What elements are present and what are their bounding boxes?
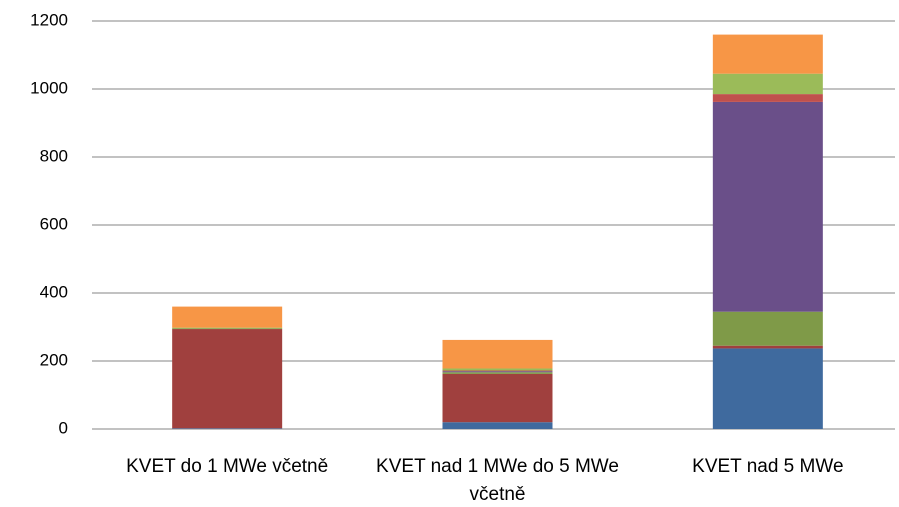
y-tick-label: 1200	[30, 10, 68, 29]
bar-segment	[442, 371, 553, 373]
bar-segment	[442, 373, 553, 423]
bar-segment	[442, 339, 553, 369]
bar-segment	[442, 370, 553, 372]
bar-segment	[172, 428, 283, 429]
bar-segment	[442, 372, 553, 374]
y-tick-label: 0	[59, 418, 68, 437]
bar-segment	[442, 368, 553, 371]
y-tick-label: 400	[40, 282, 68, 301]
y-tick-label: 200	[40, 350, 68, 369]
bar-segment	[172, 306, 283, 328]
bar-segment	[172, 327, 283, 329]
bar-segment	[712, 348, 823, 429]
y-tick-label: 600	[40, 214, 68, 233]
bar-segment	[172, 329, 283, 429]
bar-segment	[442, 422, 553, 429]
y-tick-label: 800	[40, 146, 68, 165]
bar-segment	[712, 101, 823, 312]
x-tick-label: KVET nad 5 MWe	[692, 456, 844, 477]
bar-segment	[712, 94, 823, 102]
bar-segment	[712, 34, 823, 74]
x-tick-label: KVET nad 1 MWe do 5 MWe včetně	[376, 456, 619, 505]
bar-segment	[712, 311, 823, 346]
y-tick-label: 1000	[30, 78, 68, 97]
bar-segment	[712, 73, 823, 95]
bar-segment	[712, 345, 823, 349]
bar-segment	[172, 328, 283, 330]
x-tick-label: KVET do 1 MWe včetně	[126, 456, 329, 477]
